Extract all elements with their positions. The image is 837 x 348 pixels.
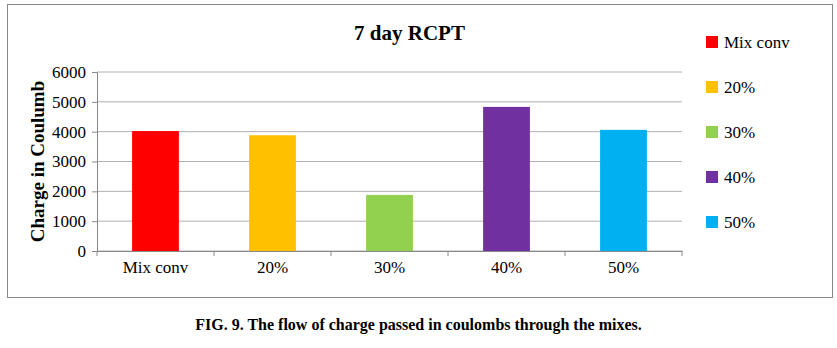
grid-line	[97, 101, 682, 102]
grid-line	[97, 72, 682, 73]
x-tick: Mix conv	[123, 251, 189, 277]
x-separator	[448, 251, 449, 256]
bar	[366, 195, 413, 251]
legend-swatch	[706, 36, 718, 48]
grid-line	[97, 161, 682, 162]
y-tick: 4000	[52, 123, 97, 142]
chart-frame	[8, 5, 833, 298]
y-tick: 5000	[52, 93, 97, 112]
y-tick-label: 2000	[52, 182, 86, 201]
y-tick-label: 4000	[52, 123, 86, 142]
y-tick: 1000	[52, 212, 97, 231]
x-separator	[214, 251, 215, 256]
x-tick: 50%	[608, 251, 639, 277]
x-tick-label: 40%	[491, 258, 522, 277]
y-tick-mark	[92, 102, 97, 103]
legend-swatch	[706, 126, 718, 138]
y-tick-mark	[92, 251, 97, 252]
x-axis-line	[98, 251, 683, 252]
legend-swatch	[706, 171, 718, 183]
bar	[249, 135, 296, 251]
x-separator	[565, 251, 566, 256]
y-tick-mark	[92, 132, 97, 133]
x-separator	[97, 251, 98, 256]
legend-label: 30%	[724, 123, 755, 142]
y-tick: 0	[78, 242, 98, 261]
y-tick-mark	[92, 72, 97, 73]
legend: Mix conv 20% 30% 40% 50%	[706, 33, 790, 232]
grid-line	[97, 131, 682, 132]
legend-label: 20%	[724, 78, 755, 97]
legend-label: 40%	[724, 168, 755, 187]
y-tick: 6000	[52, 63, 97, 82]
grid-line	[97, 191, 682, 192]
legend-swatch	[706, 81, 718, 93]
bars	[132, 107, 647, 251]
y-tick-mark	[92, 162, 97, 163]
y-axis: 0 1000 2000 3000 4000 5000 6000	[52, 63, 98, 261]
bar	[132, 131, 179, 251]
x-tick: 40%	[491, 251, 522, 277]
legend-label: 50%	[724, 213, 755, 232]
legend-swatch	[706, 216, 718, 228]
y-tick-label: 0	[78, 242, 87, 261]
x-tick-label: 30%	[374, 258, 405, 277]
x-tick-label: 50%	[608, 258, 639, 277]
caption: FIG. 9. The flow of charge passed in cou…	[195, 316, 642, 334]
bar	[600, 130, 647, 251]
x-separator	[331, 251, 332, 256]
title: 7 day RCPT	[354, 21, 465, 45]
x-axis: Mix conv 20% 30% 40% 50%	[98, 251, 683, 277]
y-tick-label: 1000	[52, 212, 86, 231]
legend-label: Mix conv	[724, 33, 790, 52]
y-tick-mark	[92, 221, 97, 222]
y-tick-label: 5000	[52, 93, 86, 112]
x-tick-label: Mix conv	[123, 258, 189, 277]
x-tick: 20%	[257, 251, 288, 277]
y-tick-label: 3000	[52, 152, 86, 171]
y-tick: 3000	[52, 152, 97, 171]
bar	[483, 107, 530, 251]
y-tick-mark	[92, 191, 97, 192]
y-tick-label: 6000	[52, 63, 86, 82]
x-separator	[682, 251, 683, 256]
y-axis-line	[92, 73, 98, 252]
chart: 0 1000 2000 3000 4000 5000 6000 Mix conv 20% 30% 4…	[0, 0, 837, 348]
y-axis-title: Charge in Coulumb	[27, 81, 48, 243]
y-tick: 2000	[52, 182, 97, 201]
grid	[97, 72, 682, 251]
x-tick-label: 20%	[257, 258, 288, 277]
x-tick: 30%	[374, 251, 405, 277]
